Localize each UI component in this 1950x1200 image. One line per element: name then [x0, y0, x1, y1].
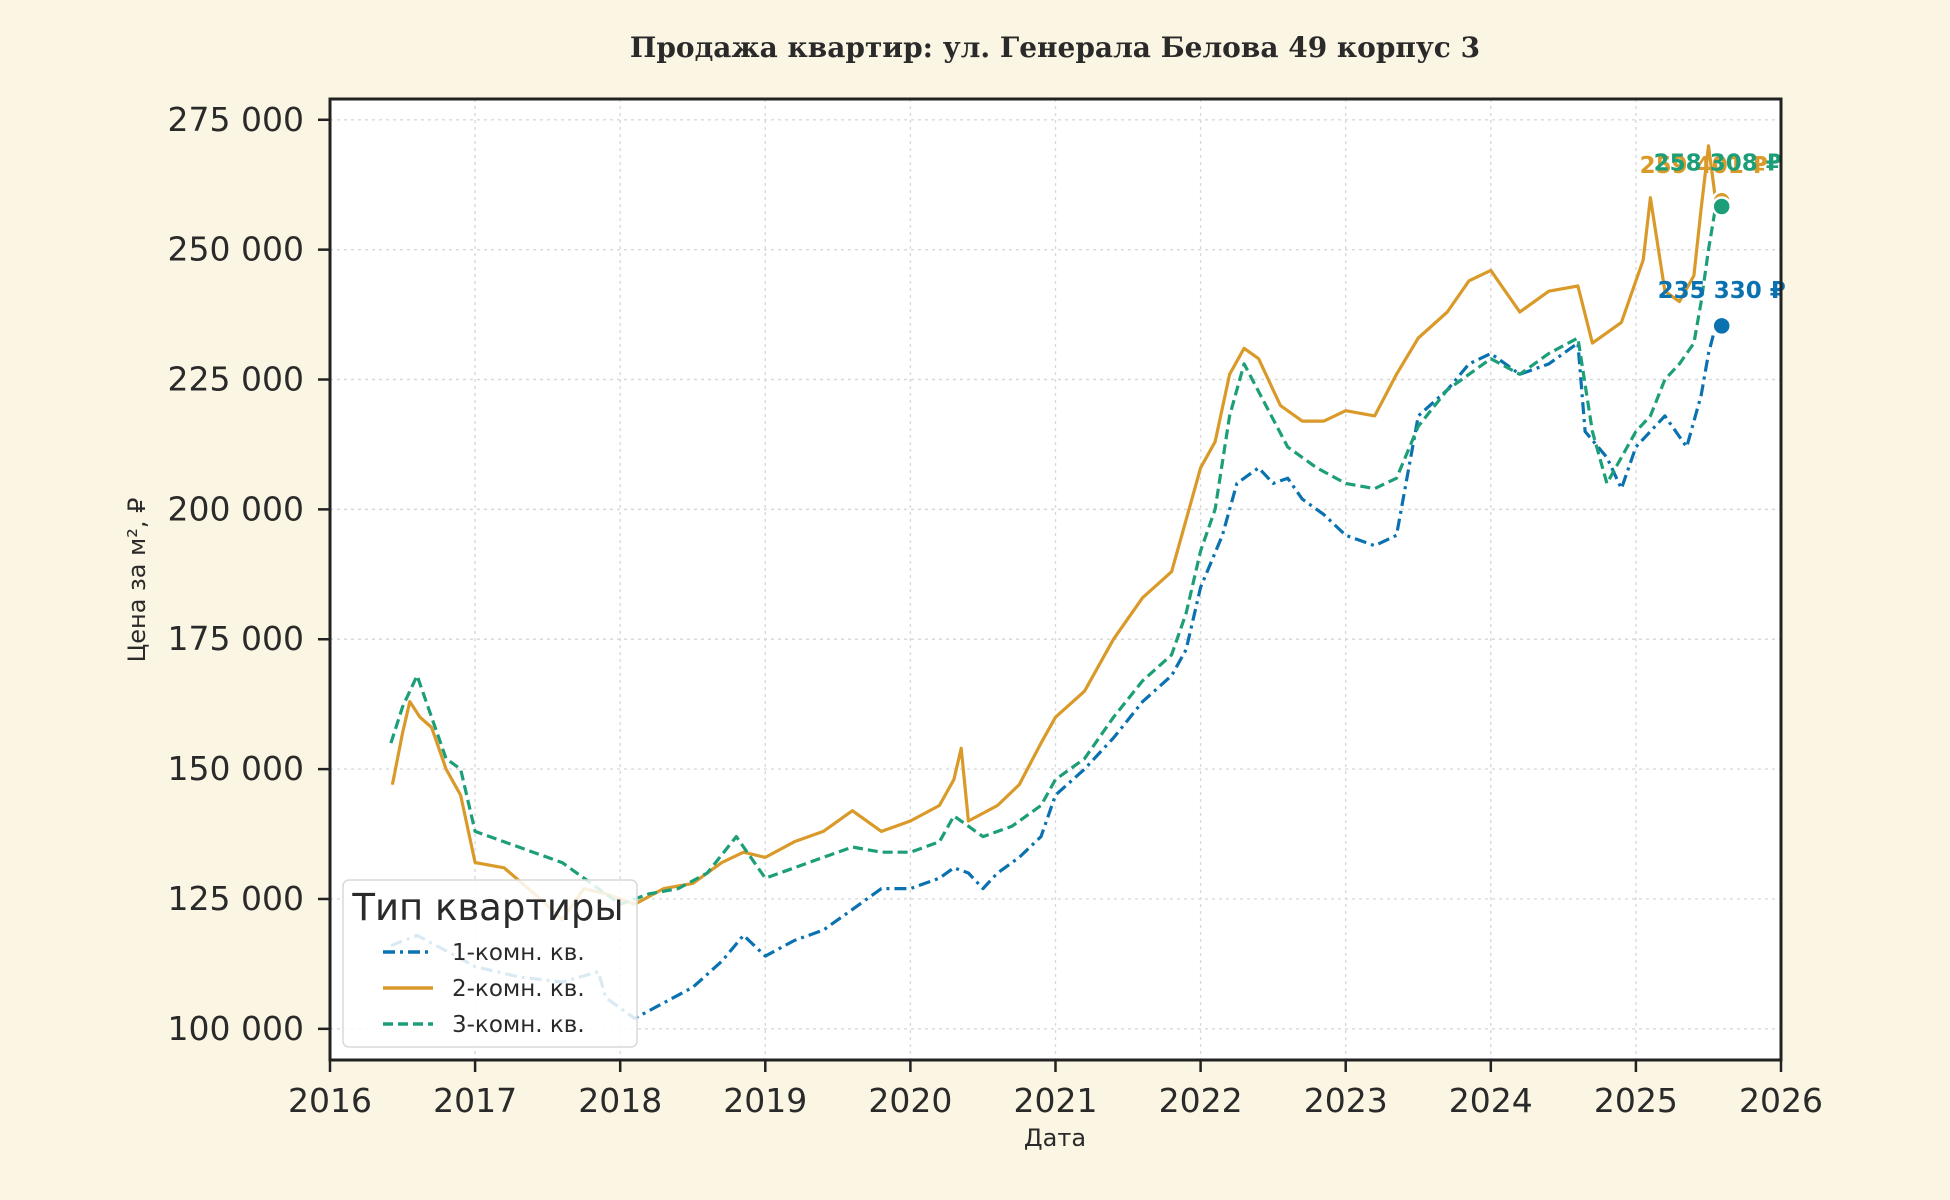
end-point-3-room: [1711, 196, 1732, 217]
end-value-label-3-room: 258 308 ₽: [1654, 150, 1782, 176]
chart-title: Продажа квартир: ул. Генерала Белова 49 …: [630, 31, 1480, 64]
y-tick-label: 150 000: [168, 749, 304, 788]
x-axis-ticks: 2016 2017 2018 2019 2020 2021 2022 2023 2024 2025…: [288, 1060, 1823, 1120]
x-tick-label: 2023: [1304, 1081, 1388, 1120]
legend-label-2-room: 2-комн. кв.: [452, 976, 585, 1002]
y-tick-label: 275 000: [168, 100, 304, 139]
legend-label-3-room: 3-комн. кв.: [452, 1012, 585, 1038]
x-tick-label: 2020: [868, 1081, 952, 1120]
y-tick-label: 125 000: [168, 879, 304, 918]
end-value-label-2-room: 259 401 ₽: [1640, 153, 1768, 179]
x-axis-label: Дата: [1024, 1124, 1086, 1152]
series-line-1-room: [390, 325, 1718, 1020]
end-value-label-1-room: 235 330 ₽: [1658, 278, 1786, 304]
y-tick-label: 175 000: [168, 619, 304, 658]
y-axis-ticks: 100 000 125 000 150 000 175 000 200 000 225 0…: [168, 100, 330, 1048]
x-tick-label: 2019: [723, 1081, 807, 1120]
x-tick-label: 2025: [1594, 1081, 1678, 1120]
y-tick-label: 100 000: [168, 1009, 304, 1048]
x-tick-label: 2026: [1739, 1081, 1823, 1120]
end-point-1-room: [1711, 315, 1732, 337]
x-tick-label: 2016: [288, 1081, 372, 1120]
x-tick-label: 2018: [578, 1081, 662, 1120]
x-tick-label: 2024: [1449, 1081, 1533, 1120]
legend-box: [342, 879, 638, 1048]
legend-title: Тип квартиры: [351, 886, 623, 929]
y-tick-label: 200 000: [168, 489, 304, 528]
legend: Тип квартиры 1-комн. кв. 2-комн. кв. 3-к…: [342, 879, 638, 1048]
y-axis-label: Цена за м², ₽: [123, 498, 151, 663]
legend-label-1-room: 1-комн. кв.: [452, 940, 585, 966]
end-markers: 235 330 ₽ 259 401 ₽258 308 ₽: [1640, 150, 1786, 337]
x-tick-label: 2021: [1014, 1081, 1098, 1120]
y-tick-label: 225 000: [168, 360, 304, 399]
x-tick-label: 2022: [1159, 1081, 1243, 1120]
x-tick-label: 2017: [433, 1081, 517, 1120]
y-tick-label: 250 000: [168, 230, 304, 269]
series-line-3-room: [389, 206, 1718, 906]
